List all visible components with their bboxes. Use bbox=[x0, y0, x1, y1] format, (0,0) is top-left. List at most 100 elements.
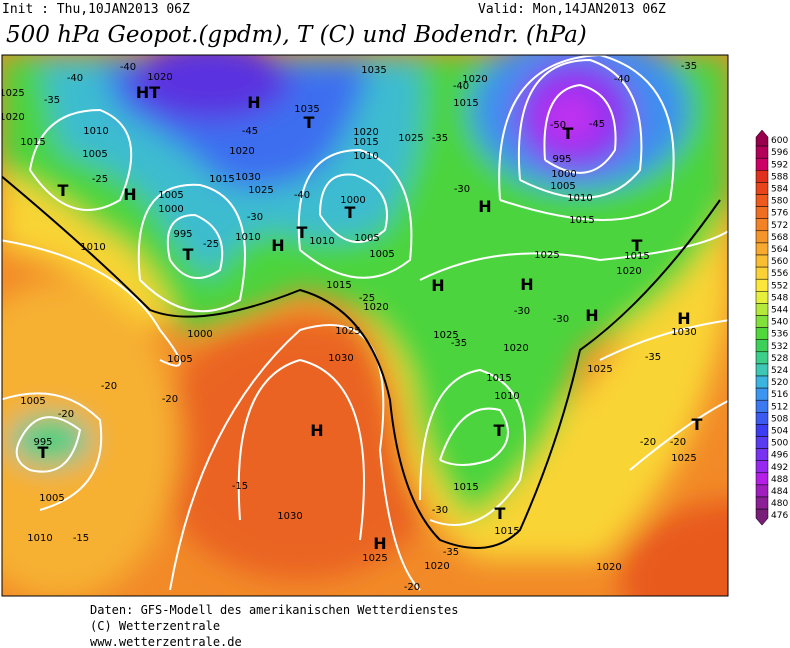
colorbar-label: 520 bbox=[771, 378, 788, 388]
contour-label: 1015 bbox=[209, 174, 234, 185]
pressure-center: H bbox=[247, 93, 260, 112]
isobars bbox=[2, 55, 728, 591]
contour-label: 995 bbox=[552, 154, 571, 165]
contour-label: 1005 bbox=[167, 354, 192, 365]
footer-line: www.wetterzentrale.de bbox=[90, 635, 242, 648]
contour-label: 1015 bbox=[624, 251, 649, 262]
colorbar-cell bbox=[755, 508, 769, 526]
contour-label: 995 bbox=[173, 229, 192, 240]
pressure-center: H bbox=[478, 197, 491, 216]
footer-line: (C) Wetterzentrale bbox=[90, 619, 220, 633]
colorbar-cell bbox=[755, 375, 769, 389]
pressure-center: H bbox=[310, 421, 323, 440]
contour-label: 1015 bbox=[353, 137, 378, 148]
contour-label: 1010 bbox=[27, 533, 52, 544]
contour-label: 1025 bbox=[0, 88, 25, 99]
contour-label: -20 bbox=[404, 582, 420, 593]
colorbar: 600 596 592 588 584 580 576 572 568 564 560 556 552 5… bbox=[755, 129, 788, 526]
colorbar-cell bbox=[755, 448, 769, 461]
colorbar-cell bbox=[755, 460, 769, 474]
pressure-center: T bbox=[495, 504, 506, 523]
colorbar-cell bbox=[755, 387, 769, 401]
contour-label: 1000 bbox=[187, 329, 212, 340]
contour-label: -30 bbox=[514, 306, 530, 317]
footer-line: Daten: GFS-Modell des amerikanischen Wet… bbox=[90, 603, 458, 617]
contour-label: -35 bbox=[451, 338, 467, 349]
contour-label: -20 bbox=[58, 409, 74, 420]
pressure-center: T bbox=[58, 181, 69, 200]
colorbar-cell bbox=[755, 351, 769, 365]
contour-label: -35 bbox=[443, 547, 459, 558]
contour-label: 1020 bbox=[616, 266, 641, 277]
pressure-center: T bbox=[304, 113, 315, 132]
contour-label: 1020 bbox=[353, 127, 378, 138]
colorbar-cell bbox=[755, 157, 769, 171]
contour-label: 1005 bbox=[354, 233, 379, 244]
contour-label: 1020 bbox=[503, 343, 528, 354]
colorbar-label: 548 bbox=[771, 293, 788, 303]
pressure-center: H bbox=[373, 534, 386, 553]
pressure-center: H bbox=[271, 236, 284, 255]
contour-label: -35 bbox=[645, 352, 661, 363]
colorbar-cell bbox=[755, 363, 769, 377]
contour-label: -45 bbox=[242, 126, 258, 137]
colorbar-cell bbox=[755, 194, 769, 207]
contour-label: -25 bbox=[359, 293, 375, 304]
colorbar-cell bbox=[755, 266, 769, 280]
colorbar-label: 476 bbox=[771, 511, 788, 521]
contour-label: -45 bbox=[589, 119, 605, 130]
pressure-center: T bbox=[297, 223, 308, 242]
colorbar-label: 540 bbox=[771, 318, 788, 328]
colorbar-label: 560 bbox=[771, 257, 788, 267]
contour-label: -30 bbox=[247, 212, 263, 223]
map-labels: -40-401020HTH10351035T-45102010201015101… bbox=[0, 61, 703, 593]
colorbar-label: 484 bbox=[771, 487, 788, 497]
contour-label: -35 bbox=[681, 61, 697, 72]
colorbar-cell bbox=[755, 182, 769, 195]
colorbar-cell bbox=[755, 242, 769, 256]
contour-label: -20 bbox=[101, 381, 117, 392]
map-frame bbox=[1, 54, 729, 597]
contour-label: 1000 bbox=[551, 169, 576, 180]
colorbar-cell bbox=[755, 399, 769, 413]
contour-label: 1025 bbox=[433, 330, 458, 341]
contour-label: 1025 bbox=[398, 133, 423, 144]
pressure-center: T bbox=[183, 245, 194, 264]
init-time: Init : Thu,10JAN2013 06Z bbox=[2, 2, 190, 17]
contour-label: 1020 bbox=[0, 112, 25, 123]
contour-label: 1025 bbox=[587, 364, 612, 375]
contour-label: 1025 bbox=[362, 553, 387, 564]
colorbar-label: 552 bbox=[771, 281, 788, 291]
colorbar-cell bbox=[755, 278, 769, 292]
contour-label: 1010 bbox=[353, 151, 378, 162]
colorbar-label: 556 bbox=[771, 269, 788, 279]
colorbar-label: 480 bbox=[771, 499, 788, 509]
colorbar-cell bbox=[755, 484, 769, 498]
colorbar-label: 532 bbox=[771, 342, 788, 352]
contour-label: -15 bbox=[73, 533, 89, 544]
pressure-center: H bbox=[585, 306, 598, 325]
contour-label: 1025 bbox=[335, 326, 360, 337]
map: -40-401020HTH10351035T-45102010201015101… bbox=[0, 55, 728, 596]
colorbar-cell bbox=[755, 254, 769, 268]
pressure-center: T bbox=[494, 421, 505, 440]
contour-label: 1015 bbox=[326, 280, 351, 291]
colorbar-cell bbox=[755, 327, 769, 340]
colorbar-label: 508 bbox=[771, 414, 788, 424]
contour-label: -40 bbox=[67, 73, 83, 84]
contour-label: 1020 bbox=[147, 72, 172, 83]
contour-label: 1010 bbox=[567, 193, 592, 204]
colorbar-label: 544 bbox=[771, 305, 788, 315]
contour-label: -25 bbox=[203, 239, 219, 250]
colorbar-label: 592 bbox=[771, 160, 788, 170]
contour-label: -50 bbox=[550, 120, 566, 131]
colorbar-cell bbox=[755, 145, 769, 159]
contour-label: 1025 bbox=[248, 185, 273, 196]
contour-label: -40 bbox=[453, 81, 469, 92]
contour-label: 1020 bbox=[229, 146, 254, 157]
colorbar-cell bbox=[755, 291, 769, 304]
pressure-center: T bbox=[38, 443, 49, 462]
contour-label: -20 bbox=[670, 437, 686, 448]
colorbar-label: 504 bbox=[771, 426, 788, 436]
